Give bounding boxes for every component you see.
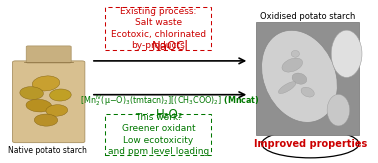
Ellipse shape — [20, 87, 43, 99]
Ellipse shape — [278, 82, 296, 94]
Ellipse shape — [331, 30, 362, 77]
Ellipse shape — [282, 58, 302, 72]
Ellipse shape — [301, 87, 314, 97]
Ellipse shape — [50, 89, 71, 101]
Ellipse shape — [34, 114, 58, 126]
Text: Improved properties: Improved properties — [254, 139, 367, 149]
Ellipse shape — [32, 76, 60, 91]
Text: H₂O₂: H₂O₂ — [156, 108, 184, 121]
Ellipse shape — [291, 50, 299, 57]
Ellipse shape — [26, 99, 52, 112]
Text: This work:
Greener oxidant
Low ecotoxicity
and ppm level loading: This work: Greener oxidant Low ecotoxici… — [108, 113, 209, 156]
Text: $[\rm{Mn}^{IV}_{2}(\mu\rm{-O})_3(\rm{tmtacn})_2][(\rm{CH_3COO})_2]$ $\bf{(Mncat): $[\rm{Mn}^{IV}_{2}(\mu\rm{-O})_3(\rm{tmt… — [80, 93, 260, 108]
Ellipse shape — [46, 105, 68, 116]
Bar — [105, 114, 211, 155]
Ellipse shape — [327, 94, 350, 126]
Text: Oxidised potato starch: Oxidised potato starch — [260, 12, 356, 21]
Ellipse shape — [262, 30, 337, 122]
Text: Native potato starch: Native potato starch — [8, 146, 87, 155]
Ellipse shape — [292, 73, 307, 84]
FancyBboxPatch shape — [12, 61, 85, 143]
Bar — [256, 22, 359, 135]
FancyBboxPatch shape — [26, 46, 71, 63]
Text: Existing process:
Salt waste
Ecotoxic, chlorinated
by-products: Existing process: Salt waste Ecotoxic, c… — [111, 7, 206, 50]
Text: NaOCl: NaOCl — [152, 40, 189, 53]
Bar — [105, 7, 211, 50]
